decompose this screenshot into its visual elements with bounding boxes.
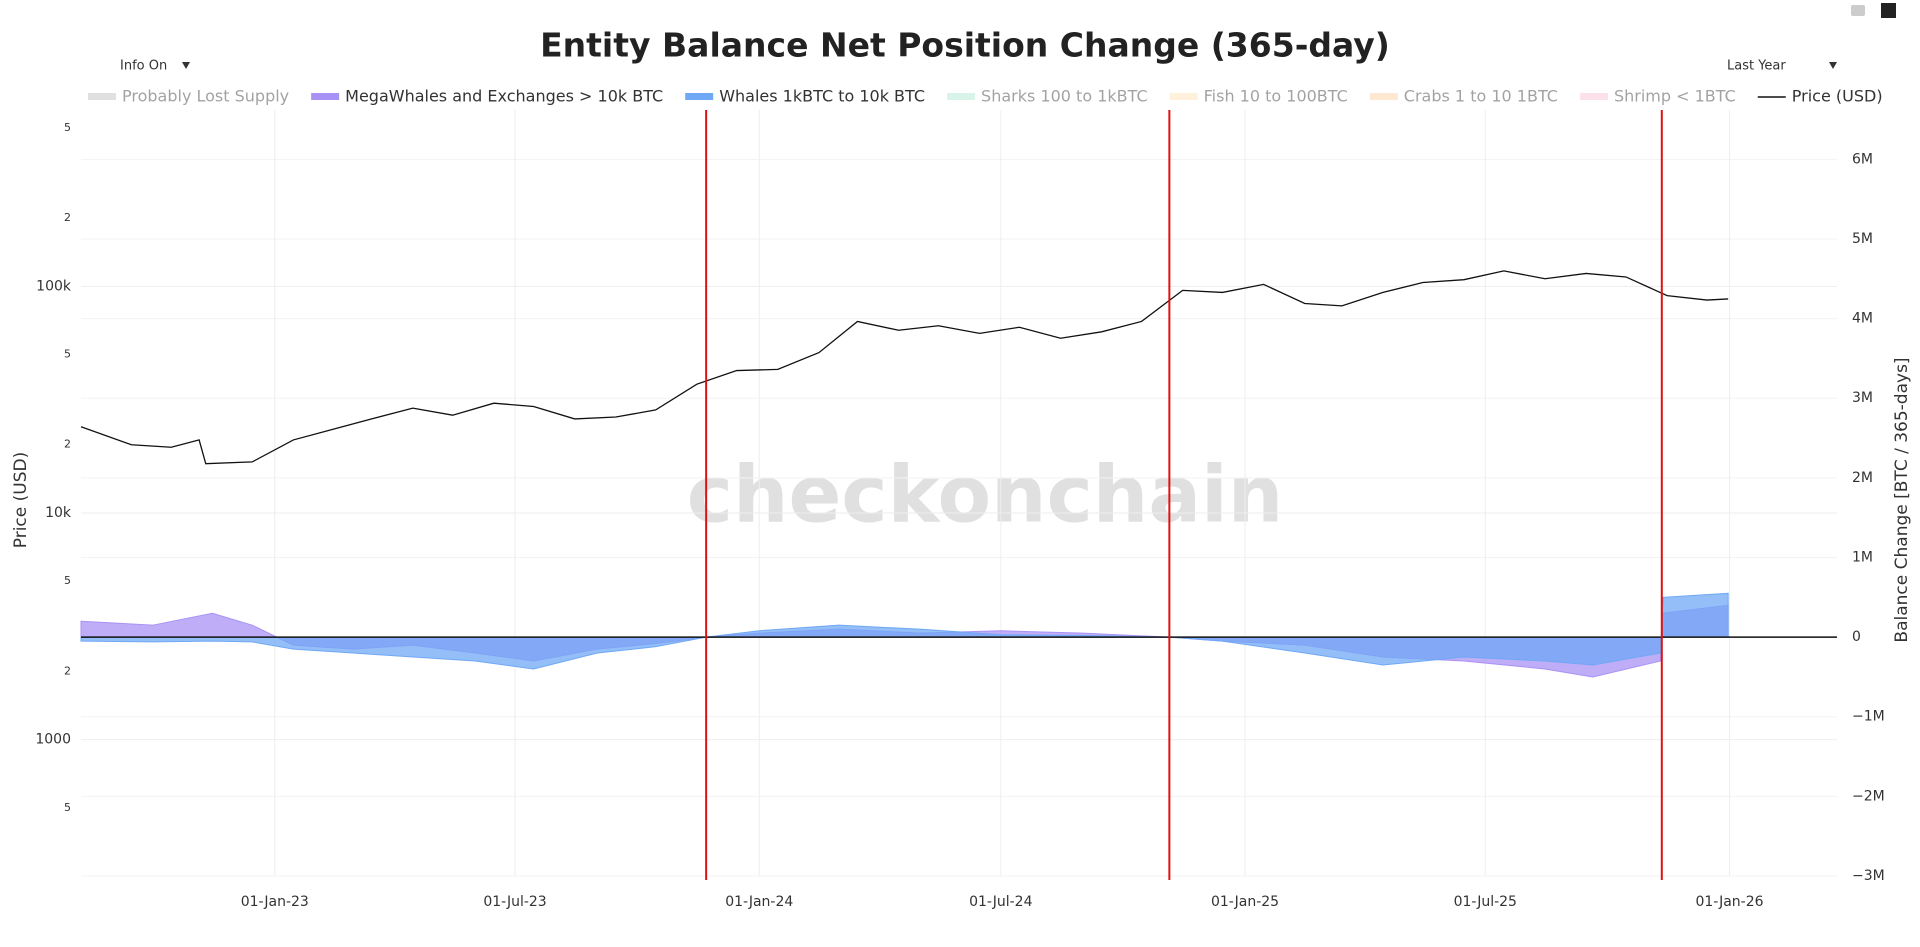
- y-tick-label: 5: [64, 348, 71, 361]
- x-tick-label: 01-Jul-24: [969, 894, 1032, 910]
- y2-tick-label: 2M: [1852, 470, 1873, 486]
- legend-swatch: [88, 93, 116, 100]
- y-tick-label: 5: [64, 121, 71, 134]
- legend-label: Whales 1kBTC to 10k BTC: [719, 87, 925, 106]
- legend-swatch: [1579, 93, 1608, 100]
- y-tick-label: 2: [64, 438, 71, 451]
- area: [80, 592, 1729, 670]
- y-tick-label: 10k: [45, 505, 72, 521]
- watermark: checkonchain: [687, 450, 1283, 540]
- y2-tick-label: 6M: [1852, 151, 1873, 167]
- y-tick-label: 1000: [35, 732, 71, 748]
- x-tick-label: 01-Jul-23: [483, 894, 546, 910]
- y-tick-label: 5: [64, 801, 71, 814]
- y-tick-label: 2: [64, 664, 71, 677]
- chart-icon[interactable]: [1881, 3, 1896, 18]
- x-tick-label: 01-Jan-25: [1211, 894, 1279, 910]
- y2-tick-label: 1M: [1852, 549, 1873, 565]
- x-tick-label: 01-Jul-25: [1454, 894, 1517, 910]
- y2-tick-label: 5M: [1852, 231, 1873, 247]
- legend-label: Sharks 100 to 1kBTC: [981, 87, 1148, 106]
- y-tick-label: 2: [64, 211, 71, 224]
- price-line: [80, 270, 1729, 465]
- legend-swatch: [947, 93, 976, 100]
- legend-label: Crabs 1 to 10 1BTC: [1404, 87, 1558, 106]
- legend-label: Shrimp < 1BTC: [1614, 87, 1736, 106]
- camera-icon[interactable]: [1851, 5, 1865, 16]
- y-tick-label: 5: [64, 574, 71, 587]
- y2-tick-label: −2M: [1852, 788, 1885, 804]
- x-tick-label: 01-Jan-23: [241, 894, 309, 910]
- legend-swatch: [1369, 93, 1398, 100]
- y2-tick-label: 4M: [1852, 311, 1873, 327]
- legend-label: Price (USD): [1792, 87, 1883, 106]
- legend-swatch: [685, 93, 714, 100]
- range-dropdown[interactable]: Last Year: [1727, 59, 1786, 74]
- dropdown-arrow[interactable]: [182, 62, 190, 69]
- chart-title: Entity Balance Net Position Change (365-…: [540, 26, 1390, 65]
- y2-tick-label: 3M: [1852, 390, 1873, 406]
- legend-swatch: [311, 93, 340, 100]
- y-tick-label: 100k: [36, 278, 72, 294]
- y2-tick-label: −3M: [1852, 868, 1885, 884]
- y2-axis-title: Balance Change [BTC / 365-days]: [1892, 357, 1912, 642]
- dropdown-arrow[interactable]: [1829, 62, 1837, 69]
- y-axis-title: Price (USD): [11, 452, 31, 548]
- x-tick-label: 01-Jan-24: [725, 894, 793, 910]
- x-tick-label: 01-Jan-26: [1695, 894, 1763, 910]
- legend-swatch: [1169, 93, 1198, 100]
- y2-tick-label: 0: [1852, 629, 1861, 645]
- info-dropdown[interactable]: Info On: [120, 59, 167, 74]
- legend-label: Probably Lost Supply: [122, 87, 289, 106]
- legend-label: Fish 10 to 100BTC: [1204, 87, 1348, 106]
- legend-label: MegaWhales and Exchanges > 10k BTC: [345, 87, 663, 106]
- y2-tick-label: −1M: [1852, 709, 1885, 725]
